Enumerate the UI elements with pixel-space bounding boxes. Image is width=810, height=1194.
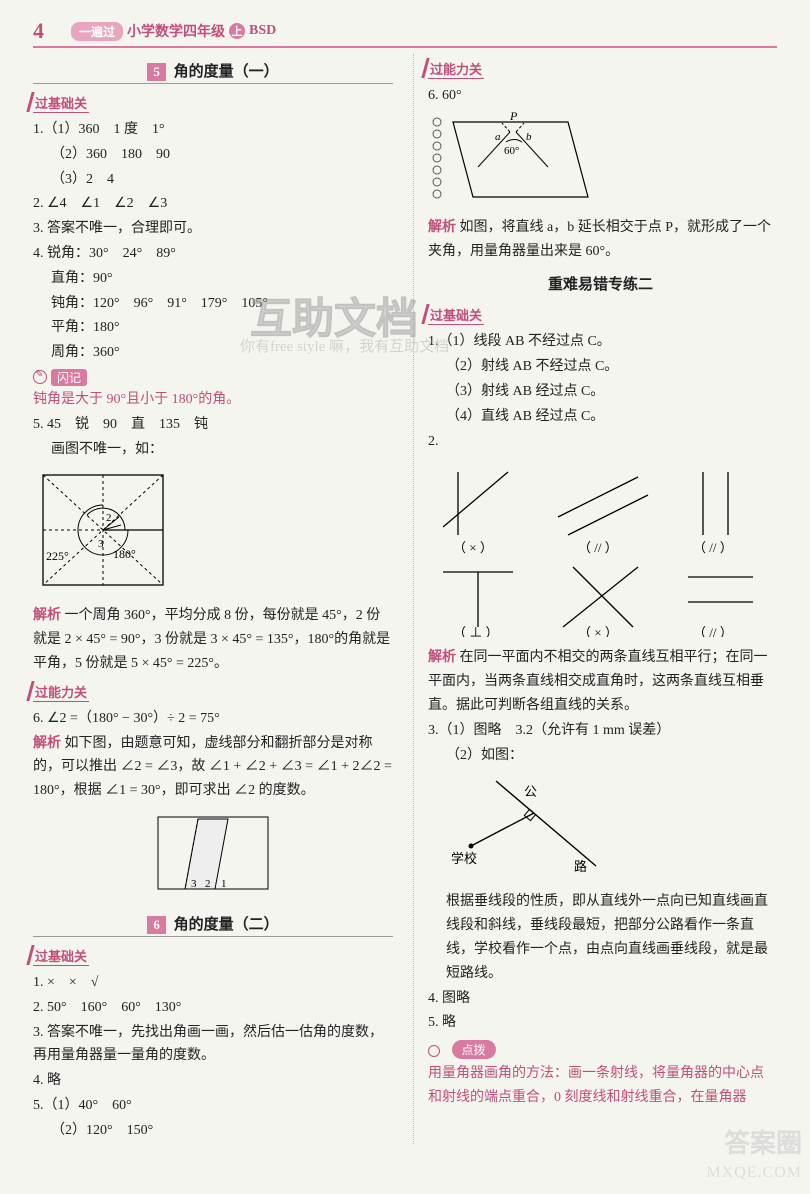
right-column: 过能力关 6. 60° P: [413, 54, 773, 1144]
corner-watermark-2: MXQE.COM: [706, 1164, 802, 1182]
zn-q5: 5. 略: [428, 1011, 773, 1035]
section-6-num: 6: [147, 916, 166, 934]
figure-spiral: P a b 60°: [428, 112, 773, 212]
svg-text:2: 2: [205, 878, 211, 890]
tab-guonengli-2: 过能力关: [428, 58, 484, 79]
svg-text:3: 3: [191, 878, 197, 890]
zn-q3a: 3.（1）图略 3.2（允许有 1 mm 误差）: [428, 719, 773, 743]
s6-q5a: 5.（1）40° 60°: [33, 1094, 393, 1118]
svg-text:3: 3: [98, 538, 104, 550]
q4b: 直角：90°: [33, 267, 393, 291]
section-5-title: 5 角的度量（一）: [33, 60, 393, 84]
zn-q1c: （3）射线 AB 经过点 C。: [428, 380, 773, 404]
dianbo-row: 点拨: [428, 1036, 773, 1061]
svg-text:225°: 225°: [46, 549, 69, 563]
q5b: 画图不唯一，如：: [33, 438, 393, 462]
edition-label: BSD: [249, 23, 276, 39]
section-6-title: 6 角的度量（二）: [33, 913, 393, 937]
figure-q5: 225° 180° 2 3: [33, 465, 393, 600]
zn-q2-jiexi: 解析 在同一平面内不相交的两条直线互相平行；在同一平面内，当两条直线相交成直角时…: [428, 646, 773, 717]
jiexi-label-q5: 解析: [33, 608, 61, 623]
q6-jiexi: 解析 如下图，由题意可知，虚线部分和翻折部分是对称的，可以推出 ∠2 = ∠3，…: [33, 732, 393, 803]
r-q6-jiexi-text: 如图，将直线 a，b 延长相交于点 P，就形成了一个夹角，用量角器量出来是 60…: [428, 220, 771, 259]
svg-text:180°: 180°: [113, 547, 136, 561]
q5-jiexi-text: 一个周角 360°，平均分成 8 份，每份就是 45°，2 份就是 2 × 45…: [33, 608, 390, 671]
shanji-label: 闪记: [51, 369, 87, 386]
q6-jiexi-text: 如下图，由题意可知，虚线部分和翻折部分是对称的，可以推出 ∠2 = ∠3，故 ∠…: [33, 736, 392, 799]
jiexi-label-q6: 解析: [33, 736, 61, 751]
zn-q1d: （4）直线 AB 经过点 C。: [428, 405, 773, 429]
q6a: 6. ∠2 =（180° − 30°）÷ 2 = 75°: [33, 707, 393, 731]
figure-q6: 3 2 1: [33, 807, 393, 907]
figure-zn-q2: （ × ） （ // ） （ // ）: [428, 457, 773, 642]
svg-text:路: 路: [574, 859, 587, 874]
q3: 3. 答案不唯一，合理即可。: [33, 217, 393, 241]
r-q6: 6. 60°: [428, 84, 773, 108]
dianbo-label: 点拨: [452, 1040, 496, 1059]
zn-q3-text: 根据垂线段的性质，即从直线外一点向已知直线画直线段和斜线，垂线段最短，把部分公路…: [428, 890, 773, 985]
q1-1: 1.（1）360 1 度 1°: [33, 118, 393, 142]
series-prefix: 一遍过: [71, 22, 123, 41]
q5a: 5. 45 锐 90 直 135 钝: [33, 413, 393, 437]
svg-text:公: 公: [524, 784, 537, 799]
s6-q2: 2. 50° 160° 60° 130°: [33, 996, 393, 1020]
volume-badge: 上: [229, 23, 245, 39]
dianbo-text: 用量角器画角的方法：画一条射线，将量角器的中心点和射线的端点重合，0 刻度线和射…: [428, 1062, 773, 1110]
pen-icon: [33, 370, 47, 384]
shanji-row: 闪记: [33, 369, 393, 386]
tab-guonengli-1: 过能力关: [33, 681, 89, 702]
section-5-text: 角的度量（一）: [174, 64, 279, 80]
q4c: 钝角：120° 96° 91° 179° 105°: [33, 292, 393, 316]
q1-3: （3）2 4: [33, 168, 393, 192]
section-6-text: 角的度量（二）: [174, 917, 279, 933]
s6-q5b: （2）120° 150°: [33, 1119, 393, 1143]
left-column: 5 角的度量（一） 过基础关 1.（1）360 1 度 1° （2）360 18…: [33, 54, 393, 1144]
svg-text:a: a: [495, 131, 501, 143]
s6-q1: 1. × × √: [33, 971, 393, 995]
svg-text:（ × ）: （ × ）: [578, 625, 618, 637]
svg-text:（ × ）: （ × ）: [453, 540, 493, 555]
tab-guojichu-1: 过基础关: [33, 92, 89, 113]
svg-text:60°: 60°: [504, 145, 519, 157]
book-title: 一遍过 小学数学四年级 上 BSD: [71, 21, 276, 41]
tab-guojichu-2: 过基础关: [33, 945, 89, 966]
svg-text:1: 1: [221, 878, 227, 890]
svg-text:P: P: [509, 112, 518, 123]
page-header: 4 一遍过 小学数学四年级 上 BSD: [33, 18, 777, 48]
q5-jiexi: 解析 一个周角 360°，平均分成 8 份，每份就是 45°，2 份就是 2 ×…: [33, 604, 393, 675]
q1-2: （2）360 180 90: [33, 143, 393, 167]
jiexi-label-zn2: 解析: [428, 650, 456, 665]
s6-q3: 3. 答案不唯一，先找出角画一画，然后估一估角的度数，再用量角器量一量角的度数。: [33, 1021, 393, 1069]
zn-q2-jiexi-text: 在同一平面内不相交的两条直线互相平行；在同一平面内，当两条直线相交成直角时，这两…: [428, 650, 768, 713]
tab-guojichu-3: 过基础关: [428, 304, 484, 325]
jiexi-label-r6: 解析: [428, 220, 456, 235]
q2: 2. ∠4 ∠1 ∠2 ∠3: [33, 192, 393, 216]
bulb-icon: [428, 1045, 440, 1057]
section-5-num: 5: [147, 63, 166, 81]
svg-text:学校: 学校: [451, 851, 477, 866]
page-number: 4: [33, 18, 63, 44]
zhongnan-title: 重难易错专练二: [428, 273, 773, 294]
svg-text:2: 2: [106, 512, 112, 524]
svg-text:（ // ）: （ // ）: [693, 540, 733, 555]
zn-q4: 4. 图略: [428, 987, 773, 1011]
q4d: 平角：180°: [33, 316, 393, 340]
title-rest: 小学数学四年级: [127, 21, 225, 41]
svg-text:（ ⊥ ）: （ ⊥ ）: [453, 625, 499, 637]
shanji-text: 钝角是大于 90°且小于 180°的角。: [33, 388, 393, 412]
svg-text:b: b: [526, 131, 532, 143]
figure-zn-q3: 公 学校 路: [428, 771, 773, 886]
zn-q1b: （2）射线 AB 不经过点 C。: [428, 355, 773, 379]
svg-text:（ // ）: （ // ）: [693, 625, 733, 637]
q4e: 周角：360°: [33, 341, 393, 365]
q4a: 4. 锐角：30° 24° 89°: [33, 242, 393, 266]
zn-q3b: （2）如图：: [428, 744, 773, 768]
zn-q1a: 1.（1）线段 AB 不经过点 C。: [428, 330, 773, 354]
svg-text:（ // ）: （ // ）: [578, 540, 618, 555]
corner-watermark-1: 答案圈: [724, 1123, 802, 1160]
r-q6-jiexi: 解析 如图，将直线 a，b 延长相交于点 P，就形成了一个夹角，用量角器量出来是…: [428, 216, 773, 264]
zn-q2: 2.: [428, 430, 773, 454]
s6-q4: 4. 略: [33, 1069, 393, 1093]
